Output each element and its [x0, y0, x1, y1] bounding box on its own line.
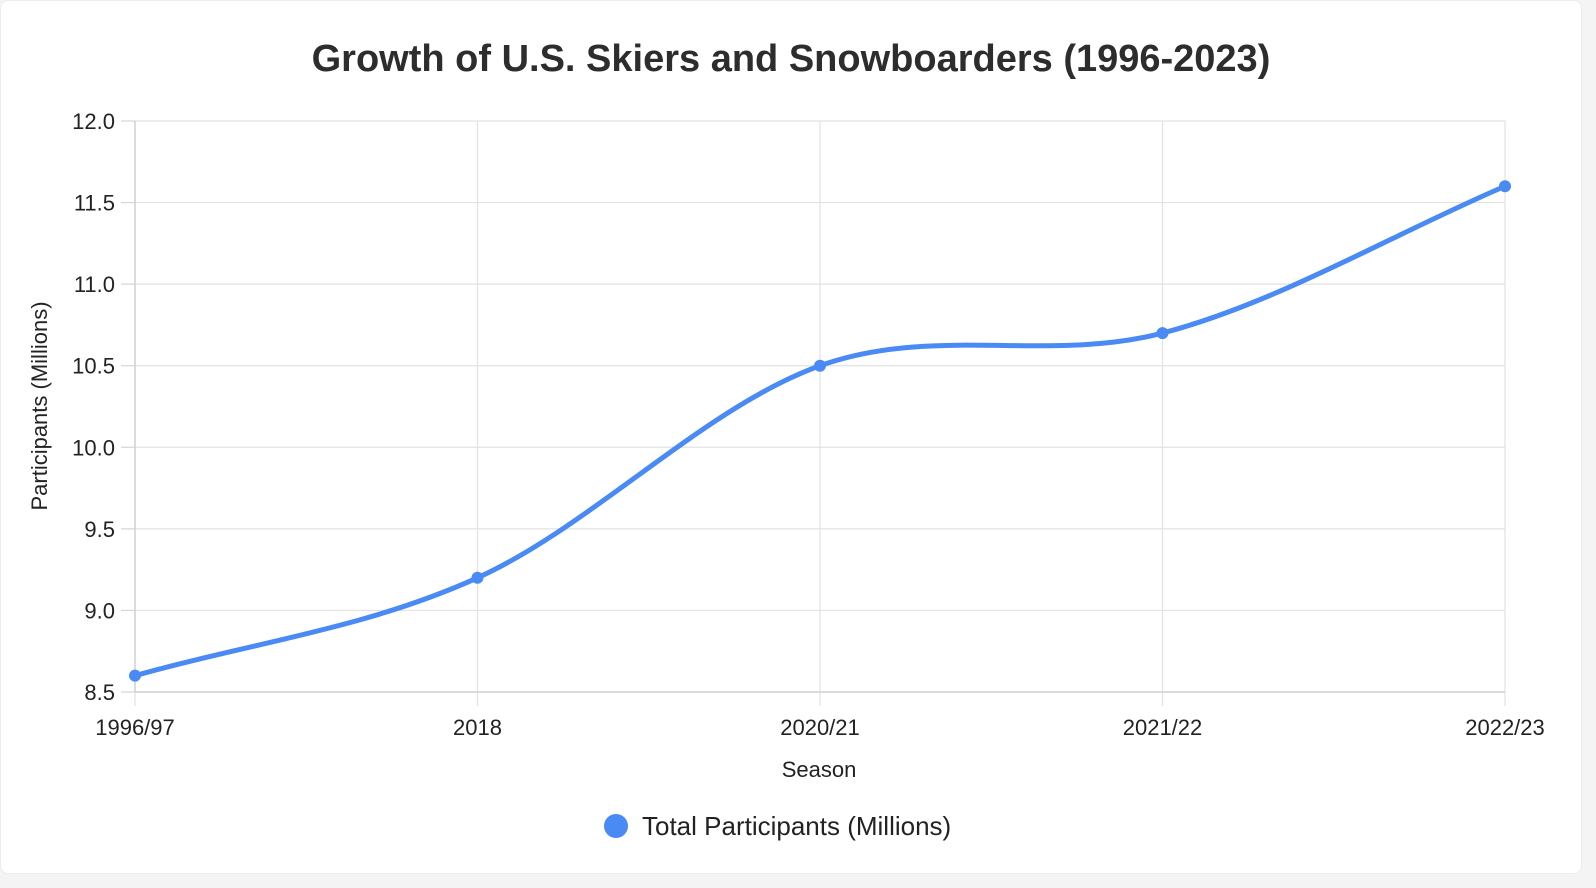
y-tick-label: 10.0 — [72, 435, 115, 460]
y-tick-label: 12.0 — [72, 109, 115, 134]
y-tick-labels: 8.5 9.0 9.5 10.0 10.5 11.0 11.5 12.0 — [72, 109, 115, 705]
line-chart: Growth of U.S. Skiers and Snowboarders (… — [27, 38, 1545, 841]
data-point[interactable] — [471, 571, 484, 584]
chart-card: Growth of U.S. Skiers and Snowboarders (… — [0, 0, 1582, 874]
grid-lines — [134, 120, 1506, 706]
data-point[interactable] — [1499, 180, 1511, 193]
y-tick-label: 8.5 — [84, 680, 115, 705]
y-tick-label: 11.5 — [74, 191, 115, 216]
x-tick-label: 2020/21 — [780, 715, 860, 740]
data-point[interactable] — [814, 359, 826, 372]
data-point[interactable] — [1156, 327, 1169, 340]
axes — [121, 120, 1505, 693]
series-layer — [129, 180, 1511, 682]
y-tick-label: 11.0 — [74, 272, 115, 297]
x-tick-label: 2022/23 — [1465, 715, 1545, 740]
y-axis-title: Participants (Millions) — [27, 301, 52, 510]
x-axis-title: Season — [782, 757, 857, 782]
y-tick-label: 10.5 — [72, 354, 115, 379]
chart-title: Growth of U.S. Skiers and Snowboarders (… — [312, 38, 1271, 80]
y-tick-label: 9.0 — [84, 598, 115, 623]
legend-label: Total Participants (Millions) — [642, 811, 951, 841]
legend[interactable]: Total Participants (Millions) — [604, 811, 951, 841]
y-tick-label: 9.5 — [84, 517, 115, 542]
x-tick-label: 2021/22 — [1123, 715, 1203, 740]
data-point[interactable] — [129, 669, 141, 682]
legend-marker — [604, 814, 628, 838]
x-tick-label: 2018 — [453, 715, 502, 740]
x-tick-label: 1996/97 — [95, 715, 175, 740]
x-tick-labels: 1996/97 2018 2020/21 2021/22 2022/23 — [95, 715, 1545, 740]
